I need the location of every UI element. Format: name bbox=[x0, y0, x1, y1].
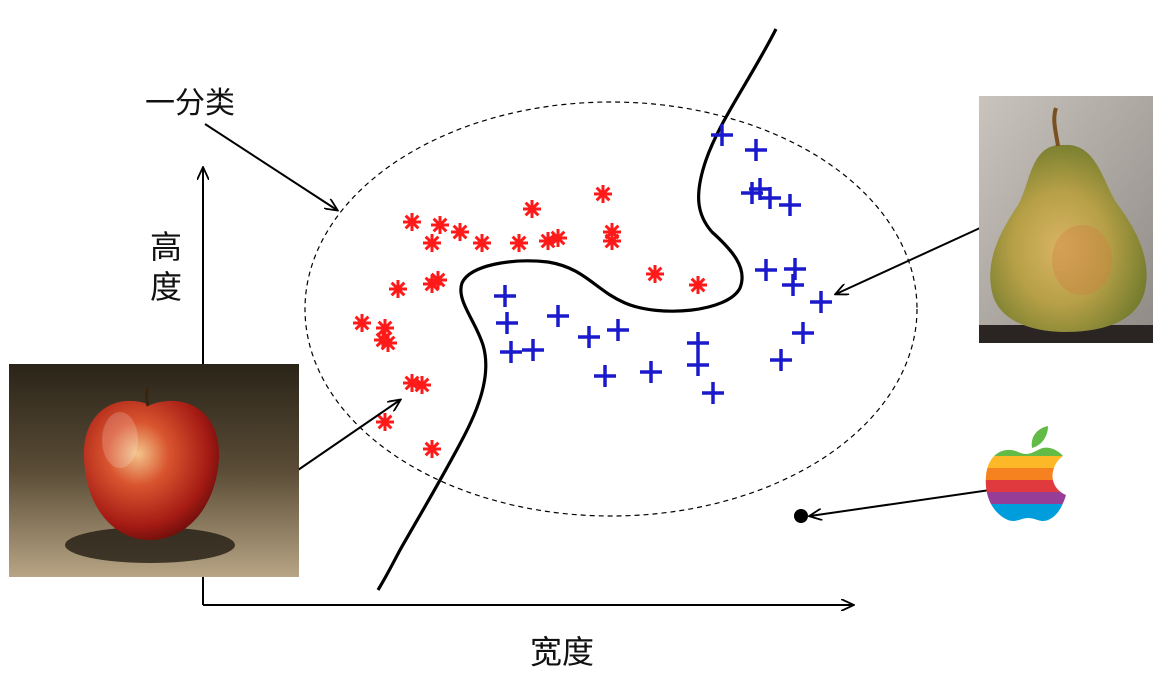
pear-point-1 bbox=[745, 139, 767, 161]
apple-point-18 bbox=[376, 319, 394, 337]
apple-rainbow-logo bbox=[985, 426, 1066, 521]
apple-point-13 bbox=[689, 276, 707, 294]
annotation-arrows bbox=[204, 123, 991, 516]
pear-point-7 bbox=[784, 258, 806, 280]
pear-point-17 bbox=[578, 326, 600, 348]
apple-point-7 bbox=[549, 229, 567, 247]
pear-photo bbox=[979, 96, 1153, 343]
apple-point-2 bbox=[451, 223, 469, 241]
pear-arrow bbox=[836, 227, 981, 294]
pear-point-0 bbox=[711, 124, 733, 146]
pear-point-22 bbox=[500, 341, 522, 363]
scatter-points bbox=[353, 124, 832, 458]
pear-point-20 bbox=[494, 285, 516, 307]
pear-point-8 bbox=[782, 274, 804, 296]
apple-point-20 bbox=[374, 331, 392, 349]
apple-point-22 bbox=[413, 376, 431, 394]
pear-point-11 bbox=[770, 349, 792, 371]
pear-point-5 bbox=[779, 194, 801, 216]
apple-point-16 bbox=[389, 280, 407, 298]
pear-point-19 bbox=[547, 305, 569, 327]
axes bbox=[203, 168, 853, 605]
decision-boundary-curve bbox=[376, 28, 778, 591]
pear-point-12 bbox=[687, 332, 709, 354]
pear-point-14 bbox=[702, 382, 724, 404]
apple-point-15 bbox=[423, 275, 441, 293]
apple-point-5 bbox=[510, 234, 528, 252]
one-class-label: 一分类 bbox=[145, 86, 235, 121]
apple-point-1 bbox=[431, 216, 449, 234]
pear-point-15 bbox=[640, 361, 662, 383]
apple-point-17 bbox=[353, 314, 371, 332]
apple-arrow bbox=[297, 400, 400, 471]
apple-point-8 bbox=[523, 200, 541, 218]
apple-point-24 bbox=[423, 440, 441, 458]
one-class-arrow bbox=[204, 123, 337, 210]
pear-point-3 bbox=[741, 182, 763, 204]
apple-point-0 bbox=[403, 213, 421, 231]
pear-point-4 bbox=[759, 187, 781, 209]
outlier-point bbox=[794, 509, 808, 523]
apple-photo bbox=[9, 364, 299, 577]
pear-point-6 bbox=[755, 259, 777, 281]
apple-point-9 bbox=[594, 185, 612, 203]
pear-point-21 bbox=[496, 312, 518, 334]
x-axis-label: 宽度 bbox=[530, 633, 594, 671]
pear-point-16 bbox=[594, 365, 616, 387]
apple-point-3 bbox=[423, 234, 441, 252]
apple-point-23 bbox=[376, 413, 394, 431]
apple-point-12 bbox=[646, 265, 664, 283]
pear-point-23 bbox=[522, 339, 544, 361]
pear-point-10 bbox=[792, 322, 814, 344]
one-class-boundary-ellipse bbox=[304, 101, 918, 517]
y-axis-label-line2: 度 bbox=[150, 268, 182, 306]
apple-point-4 bbox=[473, 234, 491, 252]
logo-arrow bbox=[810, 489, 991, 516]
pear-point-9 bbox=[810, 291, 832, 313]
pear-point-18 bbox=[607, 319, 629, 341]
apple-point-11 bbox=[603, 232, 621, 250]
y-axis-label-line1: 高 bbox=[150, 228, 182, 266]
pear-point-13 bbox=[687, 354, 709, 376]
